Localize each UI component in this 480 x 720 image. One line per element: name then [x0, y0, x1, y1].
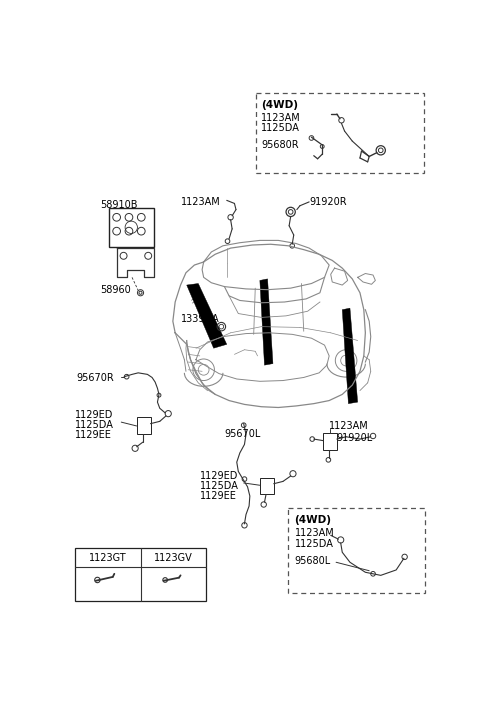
Text: 1125DA: 1125DA: [200, 482, 239, 492]
Text: 1125DA: 1125DA: [75, 420, 114, 430]
Bar: [75, 549, 206, 600]
Text: 1123GT: 1123GT: [89, 553, 126, 563]
Text: 1123AM: 1123AM: [295, 528, 334, 539]
Text: 1129EE: 1129EE: [200, 492, 237, 501]
Text: 95680L: 95680L: [295, 556, 331, 566]
Bar: [323, 433, 337, 450]
Text: 1125DA: 1125DA: [295, 539, 334, 549]
Text: 95670L: 95670L: [225, 429, 261, 439]
Text: (4WD): (4WD): [295, 515, 332, 524]
Text: 1125DA: 1125DA: [262, 123, 300, 133]
Text: 1129ED: 1129ED: [200, 472, 238, 482]
Text: 58960: 58960: [100, 285, 131, 295]
Text: 91920L: 91920L: [337, 433, 373, 443]
Text: 1339GA: 1339GA: [180, 313, 219, 323]
Text: 95680R: 95680R: [262, 140, 299, 150]
Circle shape: [163, 577, 168, 582]
Text: 95670R: 95670R: [77, 373, 114, 383]
Bar: [137, 418, 151, 434]
Text: 1123AM: 1123AM: [329, 421, 369, 431]
Polygon shape: [260, 279, 273, 365]
Text: 1123GV: 1123GV: [154, 553, 192, 563]
Polygon shape: [342, 308, 358, 404]
Text: 91920R: 91920R: [309, 197, 347, 207]
Text: 1129ED: 1129ED: [75, 410, 113, 420]
Text: 1123AM: 1123AM: [262, 113, 301, 123]
Text: 1123AM: 1123AM: [180, 197, 220, 207]
Bar: [288, 508, 425, 593]
Text: 1129EE: 1129EE: [75, 430, 112, 440]
Circle shape: [95, 577, 100, 582]
Bar: [256, 93, 424, 174]
Bar: [109, 208, 154, 246]
Bar: [260, 477, 274, 495]
Text: 58910B: 58910B: [100, 200, 137, 210]
Polygon shape: [187, 284, 227, 348]
Text: (4WD): (4WD): [262, 100, 299, 110]
